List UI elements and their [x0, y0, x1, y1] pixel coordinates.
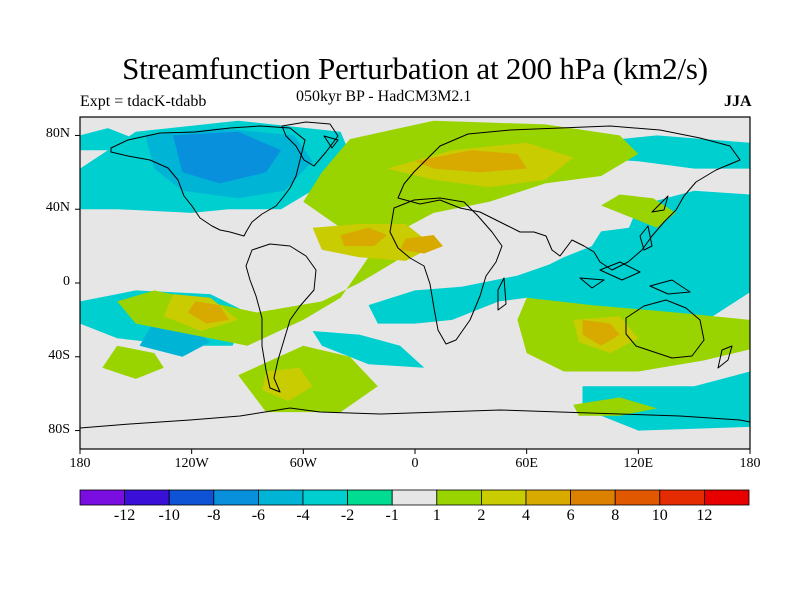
x-tick-label: 120W [174, 456, 209, 471]
season-label: JJA [724, 93, 752, 110]
contour-region-25 [582, 319, 620, 346]
contour-region-8 [80, 128, 136, 151]
colorbar-label: 12 [696, 507, 713, 524]
colorbar-label: -8 [207, 507, 221, 524]
colorbar-swatch [570, 489, 616, 506]
colorbar-label: 2 [477, 507, 486, 524]
contour-region-2 [173, 131, 281, 184]
x-tick-label: 60E [515, 456, 538, 471]
contour-field [80, 120, 750, 431]
y-tick-label: 80N [45, 126, 70, 142]
coastlines [80, 121, 750, 429]
colorbar-label: 10 [651, 507, 668, 524]
y-tick-label: 0 [63, 274, 70, 289]
coastline-greenland [281, 121, 339, 167]
x-tick-label: 0 [411, 456, 419, 471]
colorbar-label: -1 [385, 507, 399, 524]
coastline-antarctica [80, 407, 750, 429]
colorbar-label: 6 [566, 507, 575, 524]
colorbar-swatch [79, 489, 125, 506]
contour-region-11 [238, 345, 378, 413]
contour-region-20 [262, 367, 313, 401]
contour-region-22 [340, 227, 388, 247]
x-tick-label: 60W [289, 456, 317, 471]
contour-region-23 [400, 235, 443, 254]
y-tick-label: 80S [48, 421, 70, 437]
contour-region-24 [187, 301, 229, 324]
colorbar-swatch [257, 489, 304, 506]
coastline-north-america [110, 125, 306, 237]
colorbar-label: 1 [432, 507, 441, 524]
colorbar-swatch [480, 489, 527, 506]
colorbar-label: -4 [296, 507, 310, 524]
colorbar-label: 8 [611, 507, 620, 524]
colorbar-swatch [436, 489, 482, 506]
x-tick-label: 180 [69, 456, 91, 471]
colorbar-swatch [124, 489, 170, 506]
colorbar-swatch [347, 489, 393, 506]
axis-ticks [75, 134, 751, 454]
contour-region-15 [573, 397, 657, 416]
y-tick-label: 40S [48, 347, 70, 363]
y-tick-label: 40N [45, 200, 70, 216]
coastline-africa [389, 197, 503, 345]
colorbar-swatch [302, 489, 348, 506]
colorbar-label: 4 [522, 507, 530, 524]
colorbar-swatch [213, 489, 259, 506]
colorbar-swatch [391, 489, 438, 506]
colorbar-label: -6 [251, 507, 266, 524]
colorbar-swatch [525, 489, 571, 506]
chart-subtitle: 050kyr BP - HadCM3M2.1 [296, 88, 472, 105]
colorbar [79, 489, 750, 506]
chart-title: Streamfunction Perturbation at 200 hPa (… [122, 51, 708, 86]
x-tick-label: 120E [623, 456, 654, 471]
experiment-label: Expt = tdacK-tdabb [80, 93, 207, 110]
colorbar-label: -2 [340, 507, 355, 524]
coastline-eurasia [397, 125, 741, 271]
contour-region-14 [102, 345, 164, 379]
colorbar-swatch [659, 489, 705, 506]
coastline-south-america [245, 243, 317, 393]
contour-region-13 [601, 194, 676, 228]
colorbar-swatch [614, 489, 661, 506]
contour-region-21 [415, 150, 527, 173]
x-tick-label: 180 [739, 456, 761, 471]
coastline-islands [323, 135, 733, 369]
colorbar-swatch [168, 489, 215, 506]
coastline-australia [625, 299, 705, 359]
colorbar-label: -10 [158, 507, 180, 524]
colorbar-label: -12 [113, 507, 136, 524]
colorbar-swatch [704, 489, 750, 506]
contour-region-7 [582, 371, 750, 431]
contour-region-5 [312, 331, 425, 368]
